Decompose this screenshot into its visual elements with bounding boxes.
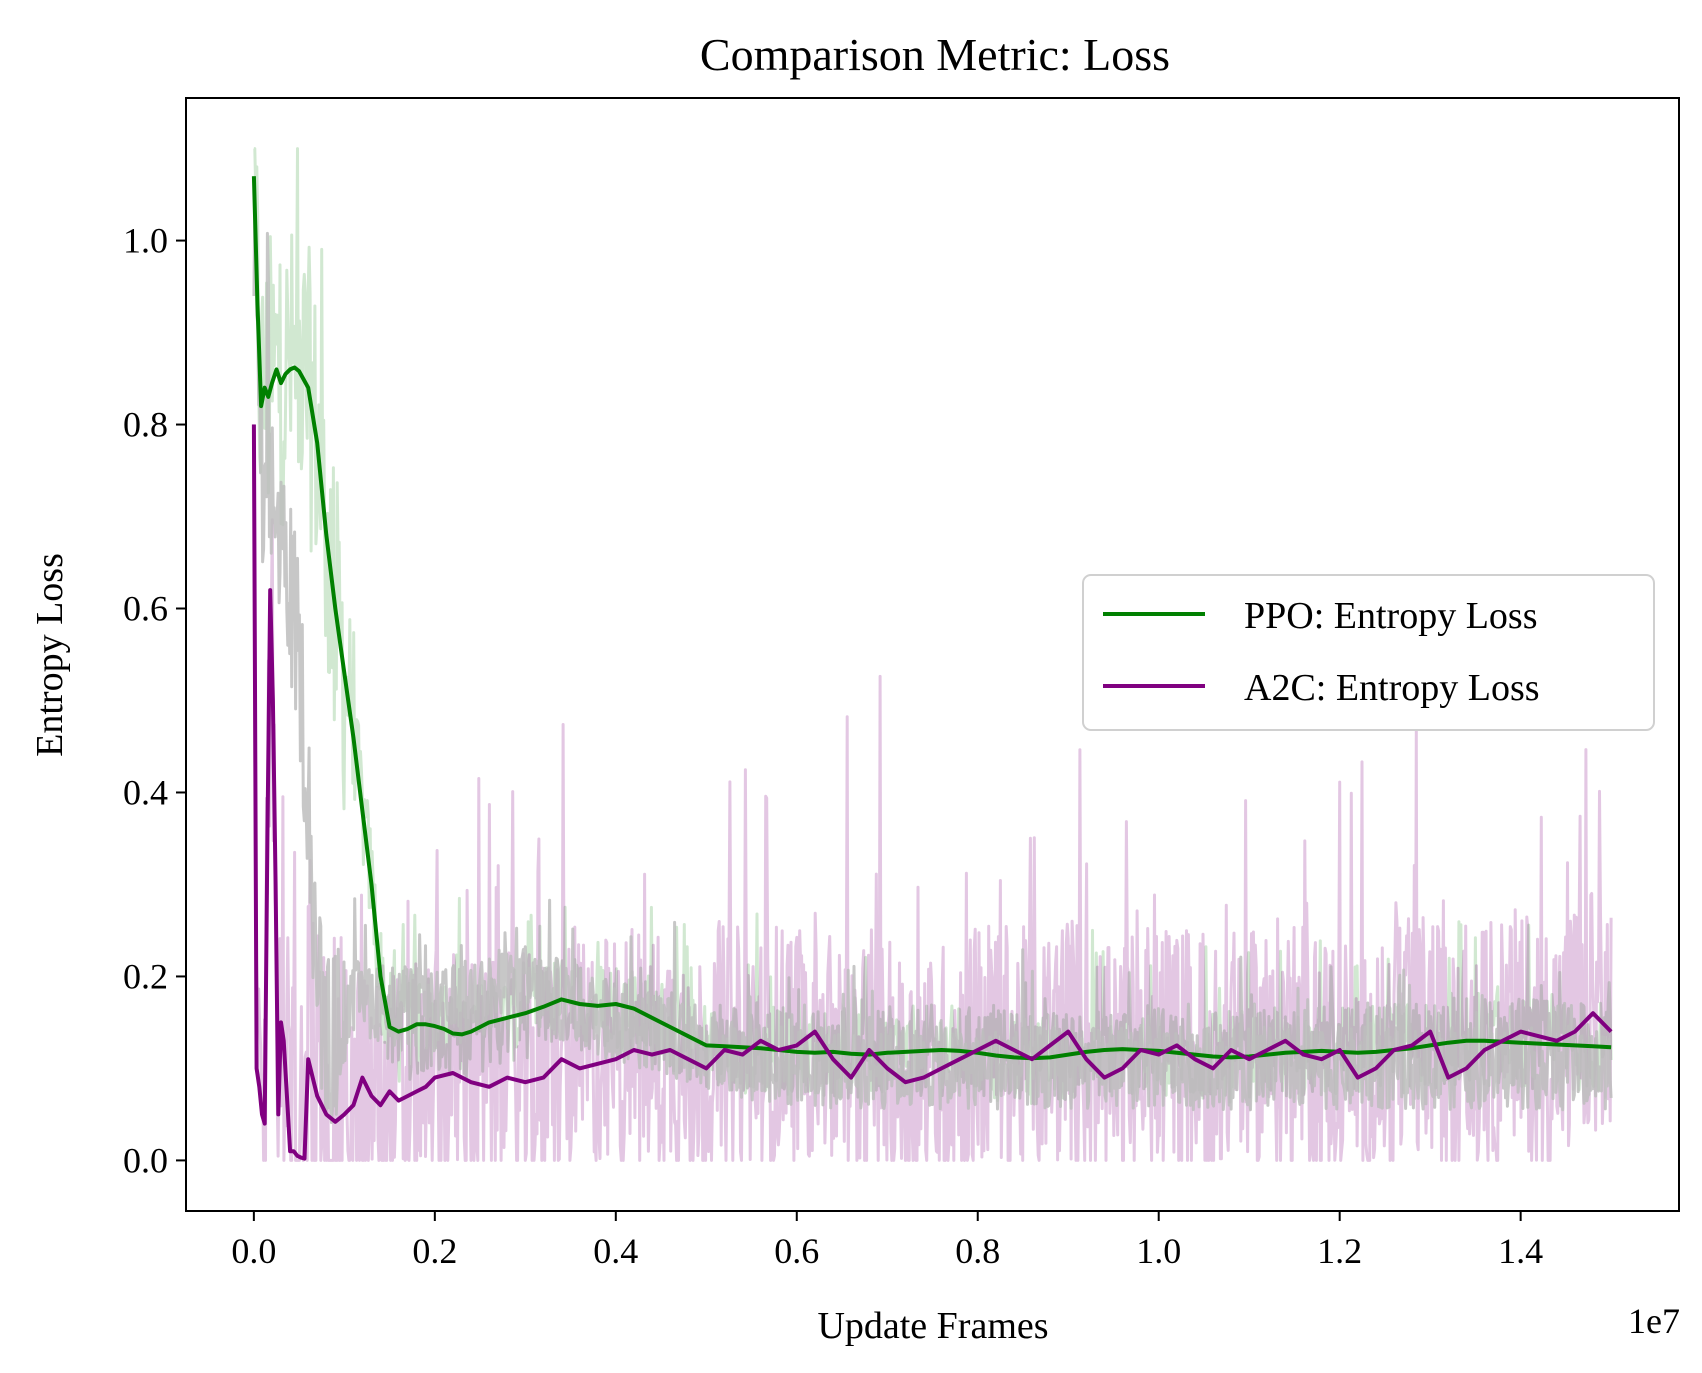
x-tick-label: 1.2	[1317, 1231, 1362, 1271]
y-tick-label: 0.2	[123, 956, 168, 996]
x-tick-label: 0.6	[774, 1231, 819, 1271]
y-tick-label: 0.6	[123, 589, 168, 629]
legend: PPO: Entropy Loss A2C: Entropy Loss	[1082, 574, 1655, 731]
legend-label-ppo: PPO: Entropy Loss	[1244, 595, 1537, 637]
legend-label-a2c: A2C: Entropy Loss	[1244, 667, 1540, 709]
a2c-series-line	[251, 424, 1613, 1161]
ppo-series-line	[251, 176, 1612, 1061]
x-tick-label: 1.4	[1498, 1231, 1543, 1271]
x-tick-label: 0.4	[593, 1231, 638, 1271]
x-axis-ticks: 0.0 0.2 0.4 0.6 0.8 1.0 1.2 1.4	[231, 1211, 1543, 1271]
plot-frame	[185, 97, 1680, 1212]
series-lines-layer	[251, 176, 1613, 1161]
y-axis-label: Entropy Loss	[29, 553, 71, 757]
y-axis-ticks: 0.0 0.2 0.4 0.6 0.8 1.0	[123, 221, 186, 1180]
y-tick-label: 1.0	[123, 221, 168, 261]
x-tick-label: 0.8	[955, 1231, 1000, 1271]
y-tick-label: 0.8	[123, 405, 168, 445]
x-axis-offset-label: 1e7	[1628, 1301, 1680, 1341]
y-tick-label: 0.4	[123, 772, 168, 812]
chart-title: Comparison Metric: Loss	[700, 29, 1170, 80]
x-tick-label: 1.0	[1136, 1231, 1181, 1271]
y-tick-label: 0.0	[123, 1140, 168, 1180]
legend-box	[1082, 574, 1655, 731]
x-tick-label: 0.2	[412, 1231, 457, 1271]
x-tick-label: 0.0	[231, 1231, 276, 1271]
x-axis-label: Update Frames	[817, 1305, 1048, 1347]
